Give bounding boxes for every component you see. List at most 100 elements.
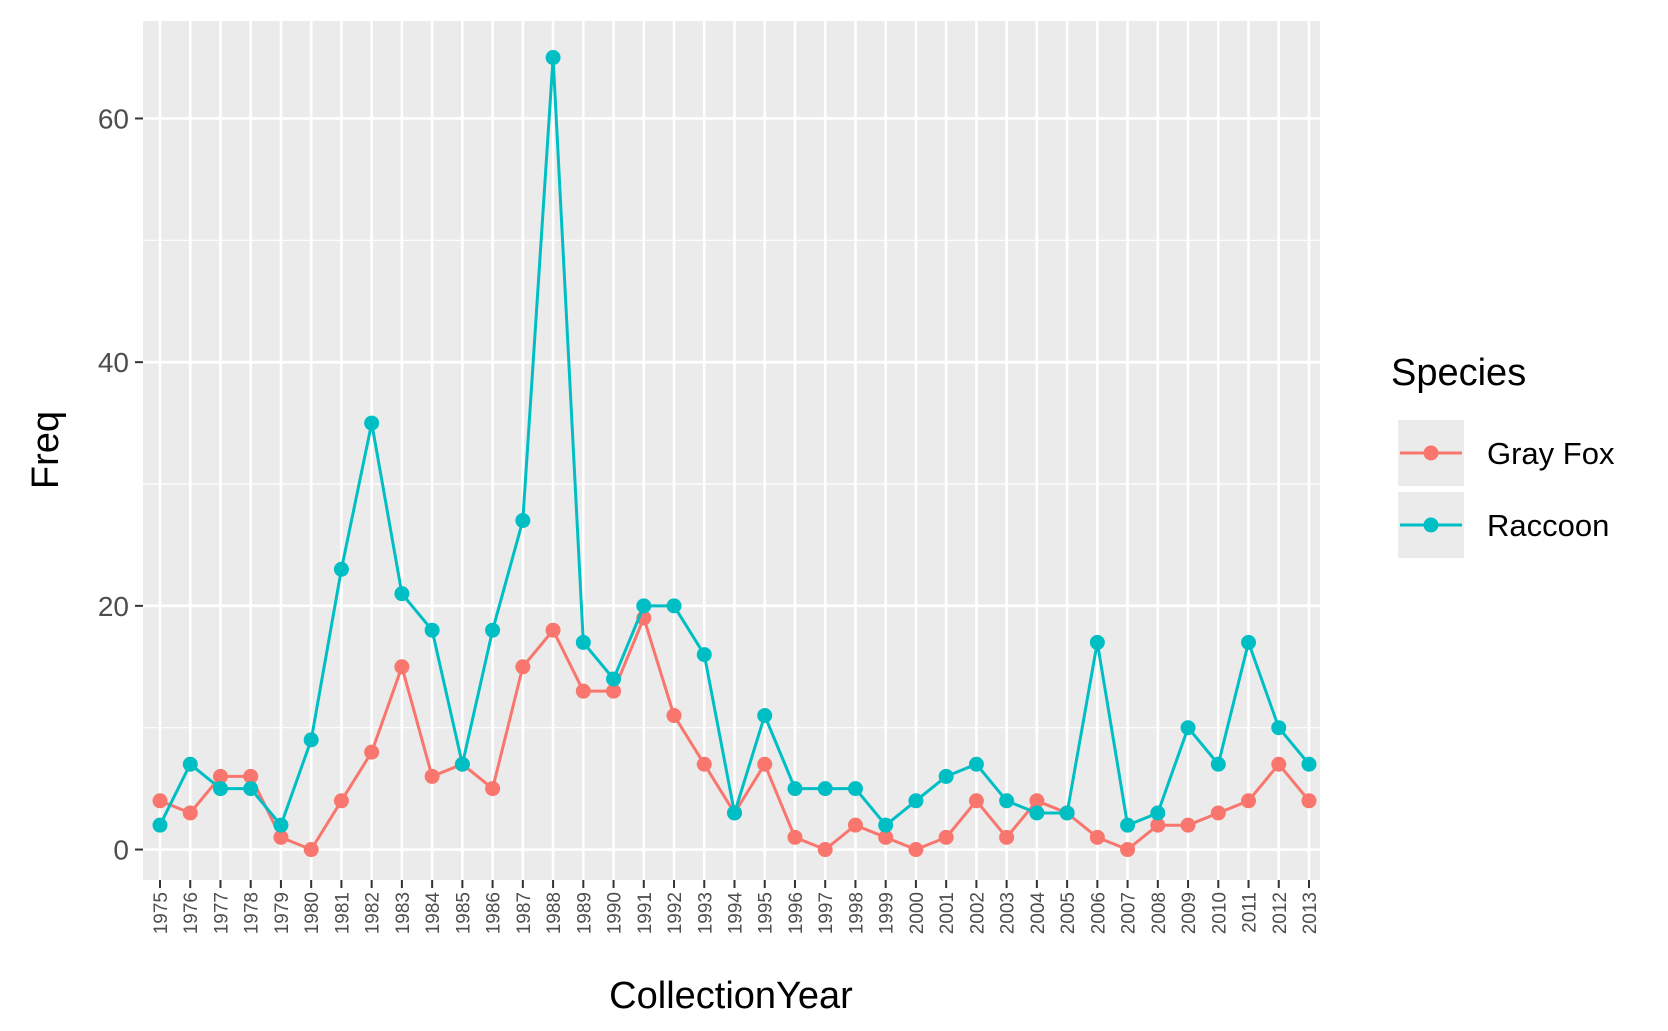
x-axis: 1975 1976 1977 1978 1979 1980 1981 1982 1983 1984… [151, 880, 1321, 934]
data-point [727, 805, 742, 821]
data-point [182, 805, 198, 821]
series-raccoon [152, 50, 1317, 833]
x-tick-label: 1981 [332, 892, 353, 934]
legend-title: Species [1391, 352, 1526, 394]
data-point [1120, 842, 1136, 858]
data-point [1271, 756, 1287, 772]
data-point [424, 768, 440, 784]
x-tick-label: 1985 [453, 892, 474, 934]
x-tick-label: 2007 [1119, 892, 1140, 934]
data-point [757, 708, 773, 724]
data-point [938, 768, 954, 784]
x-tick-label: 1976 [181, 892, 202, 934]
data-point [364, 415, 380, 431]
data-point [1089, 829, 1105, 845]
data-point [999, 829, 1015, 845]
data-point [968, 756, 984, 772]
legend-items: Gray Fox Raccoon [1396, 418, 1615, 560]
data-point [545, 622, 561, 638]
data-point [817, 781, 833, 797]
x-tick-label: 2001 [937, 892, 958, 934]
data-point [152, 817, 168, 833]
x-tick-label: 1999 [877, 892, 898, 934]
data-point [243, 781, 259, 797]
x-tick-label: 2009 [1179, 892, 1200, 934]
x-tick-label: 2005 [1058, 892, 1079, 934]
data-point [1089, 634, 1105, 650]
data-point [999, 793, 1015, 809]
y-axis: 0 20 40 60 [98, 103, 143, 866]
x-tick-label: 1984 [423, 892, 444, 935]
data-point [938, 829, 954, 845]
data-point [1301, 793, 1317, 809]
x-tick-label: 1986 [484, 892, 505, 934]
data-point [908, 793, 924, 809]
data-point [575, 634, 591, 650]
x-tick-label: 1993 [695, 892, 716, 934]
data-point [424, 622, 440, 638]
data-point [787, 829, 803, 845]
data-point [333, 793, 349, 809]
data-point [485, 781, 501, 797]
x-tick-label: 1983 [393, 892, 414, 934]
data-point [878, 817, 894, 833]
x-tick-label: 2002 [967, 892, 988, 934]
x-tick-label: 1982 [363, 892, 384, 934]
data-point [1029, 805, 1045, 821]
data-point [303, 732, 319, 748]
data-point [696, 756, 712, 772]
y-tick-label: 60 [98, 103, 129, 134]
data-point [1210, 805, 1226, 821]
data-point [968, 793, 984, 809]
data-point [1271, 720, 1287, 736]
x-tick-label: 2006 [1088, 892, 1109, 934]
data-point [364, 744, 380, 760]
legend-item: Raccoon [1396, 490, 1609, 560]
legend-label: Gray Fox [1487, 436, 1615, 471]
x-tick-label: 1979 [272, 892, 293, 934]
legend: Species Gray Fox Raccoon [1391, 352, 1615, 560]
data-point [817, 842, 833, 858]
data-point [545, 50, 561, 66]
x-tick-label: 1988 [544, 892, 565, 934]
data-point [636, 598, 652, 614]
data-point [1241, 634, 1257, 650]
data-point [666, 598, 682, 614]
data-point [1210, 756, 1226, 772]
data-point [333, 561, 349, 577]
x-tick-label: 1995 [756, 892, 777, 934]
x-tick-label: 1997 [816, 892, 837, 934]
x-tick-label: 1991 [635, 892, 656, 934]
data-point [1150, 817, 1166, 833]
x-tick-label: 2004 [1028, 892, 1049, 935]
x-tick-label: 1994 [726, 892, 747, 935]
data-point [757, 756, 773, 772]
x-tick-label: 1987 [514, 892, 535, 934]
data-point [878, 829, 894, 845]
x-tick-label: 1980 [302, 892, 323, 934]
x-tick-label: 1992 [665, 892, 686, 934]
y-tick-label: 20 [98, 591, 129, 622]
data-point [696, 647, 712, 663]
data-point [666, 708, 682, 724]
x-tick-label: 1989 [574, 892, 595, 934]
y-axis-title: Freq [25, 411, 67, 489]
data-point [485, 622, 501, 638]
data-point [1301, 756, 1317, 772]
series-layer [152, 50, 1317, 858]
legend-key-point [1423, 445, 1439, 461]
x-tick-label: 2011 [1240, 892, 1261, 933]
data-point [908, 842, 924, 858]
x-tick-label: 2010 [1209, 892, 1230, 934]
data-point [394, 659, 410, 675]
data-point [515, 513, 531, 529]
y-tick-label: 40 [98, 347, 129, 378]
x-tick-label: 1998 [846, 892, 867, 934]
data-point [1150, 805, 1166, 821]
y-tick-label: 0 [113, 835, 129, 866]
x-tick-label: 2003 [998, 892, 1019, 934]
data-point [243, 768, 259, 784]
data-point [1059, 805, 1075, 821]
x-tick-label: 1996 [786, 892, 807, 934]
